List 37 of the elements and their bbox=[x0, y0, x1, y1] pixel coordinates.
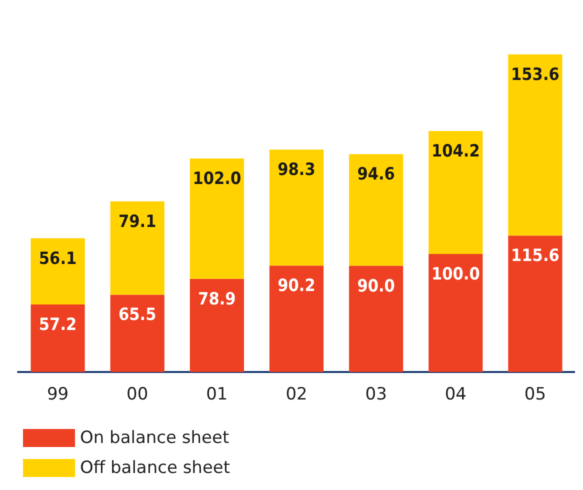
bar bbox=[190, 278, 244, 372]
bar bbox=[269, 266, 324, 372]
data-label: 57.2 bbox=[38, 315, 77, 336]
data-label: 94.6 bbox=[357, 164, 395, 185]
x-tick-label: 99 bbox=[46, 384, 69, 404]
bar bbox=[349, 266, 404, 372]
data-label: 90.0 bbox=[357, 276, 395, 296]
legend-label: Off balance sheet bbox=[80, 458, 230, 478]
bar bbox=[30, 238, 85, 305]
data-label: 104.2 bbox=[431, 142, 480, 162]
x-tick-label: 00 bbox=[126, 384, 148, 404]
bar bbox=[110, 201, 164, 295]
data-label: 153.6 bbox=[511, 64, 560, 85]
bar bbox=[110, 294, 164, 372]
x-tick-label: 01 bbox=[206, 384, 228, 404]
bar bbox=[349, 154, 404, 266]
bar bbox=[269, 150, 324, 266]
bar bbox=[428, 254, 483, 372]
data-label: 100.0 bbox=[431, 264, 480, 284]
data-label: 102.0 bbox=[192, 169, 242, 190]
x-tick-label: 02 bbox=[286, 384, 308, 404]
data-label: 78.9 bbox=[198, 289, 236, 310]
bar bbox=[428, 131, 483, 254]
data-label: 79.1 bbox=[118, 212, 156, 232]
data-label: 98.3 bbox=[278, 160, 316, 180]
bar bbox=[30, 304, 85, 372]
x-tick-label: 03 bbox=[365, 384, 387, 404]
data-label: 115.6 bbox=[511, 246, 560, 266]
bar bbox=[508, 54, 562, 236]
legend-label: On balance sheet bbox=[80, 428, 230, 448]
data-label: 56.1 bbox=[38, 248, 77, 269]
bar bbox=[508, 236, 562, 372]
bar bbox=[190, 158, 244, 279]
data-label: 90.2 bbox=[278, 276, 316, 296]
x-tick-label: 05 bbox=[524, 384, 546, 404]
data-label: 65.5 bbox=[118, 305, 156, 326]
x-tick-label: 04 bbox=[444, 384, 466, 404]
